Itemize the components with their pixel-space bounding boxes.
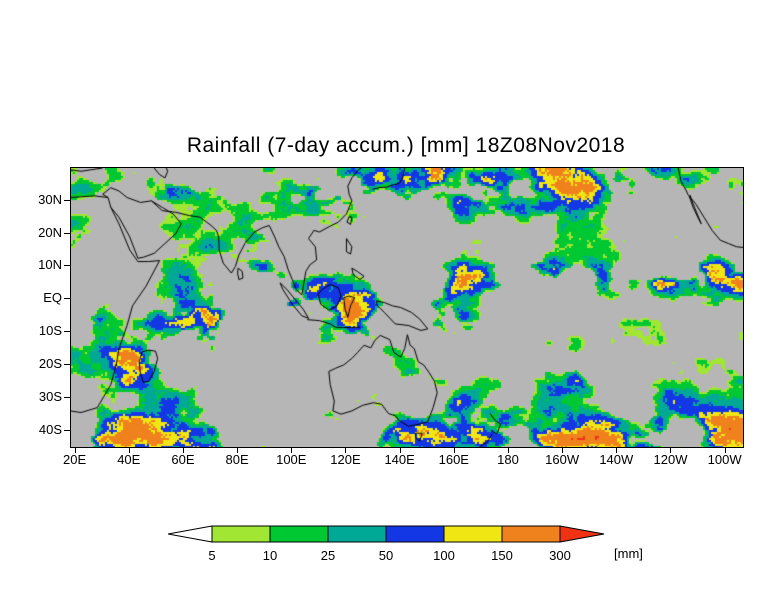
- colorbar-segment-50-100: [385, 525, 445, 543]
- lon-tick-mark: [128, 448, 130, 453]
- colorbar-level-label: 100: [433, 548, 455, 563]
- colorbar-level-label: 150: [491, 548, 513, 563]
- lat-tick-mark: [64, 429, 70, 431]
- colorbar-segment-25-50: [327, 525, 387, 543]
- lon-tick-mark: [507, 448, 509, 453]
- lat-tick-mark: [64, 298, 70, 300]
- lat-tick-label: EQ: [43, 290, 62, 306]
- rainfall-map-canvas: [71, 168, 743, 447]
- colorbar-segment-100-150: [443, 525, 503, 543]
- colorbar-arrow-above-300: [559, 525, 605, 543]
- lon-tick-label: 180: [497, 452, 519, 467]
- lat-tick-mark: [64, 199, 70, 201]
- colorbar-segment-150-300: [501, 525, 561, 543]
- colorbar-arrow-below-5: [167, 525, 213, 543]
- lat-tick-label: 40S: [38, 421, 62, 437]
- lat-tick-label: 10N: [38, 257, 62, 273]
- lat-tick-mark: [64, 331, 70, 333]
- lon-tick-label: 100E: [276, 452, 307, 467]
- lon-tick-mark: [616, 448, 618, 453]
- lon-tick-label: 160E: [438, 452, 469, 467]
- colorbar: 5 10 25 50 100 150 300: [167, 524, 618, 568]
- lon-tick-label: 80E: [225, 452, 249, 467]
- map-plot-area: [70, 167, 744, 448]
- lon-tick-mark: [453, 448, 455, 453]
- lat-tick-label: 10S: [38, 323, 62, 339]
- lon-tick-mark: [724, 448, 726, 453]
- lat-tick-mark: [64, 396, 70, 398]
- lat-tick-mark: [64, 232, 70, 234]
- lon-tick-label: 60E: [171, 452, 195, 467]
- colorbar-level-label: 300: [549, 548, 571, 563]
- lat-tick-label: 30S: [38, 388, 62, 404]
- lat-tick-mark: [64, 265, 70, 267]
- lon-tick-mark: [562, 448, 564, 453]
- lon-tick-label: 140E: [384, 452, 415, 467]
- lon-tick-label: 100W: [707, 452, 742, 467]
- colorbar-level-label: 10: [263, 548, 277, 563]
- lon-tick-mark: [291, 448, 293, 453]
- colorbar-segment-10-25: [269, 525, 329, 543]
- lat-tick-label: 20S: [38, 355, 62, 371]
- colorbar-svg: 5 10 25 50 100 150 300: [167, 525, 605, 563]
- colorbar-unit-label: [mm]: [614, 546, 643, 561]
- lon-tick-mark: [74, 448, 76, 453]
- lon-tick-label: 20E: [63, 452, 87, 467]
- lat-tick-label: 20N: [38, 224, 62, 240]
- lat-tick-mark: [64, 363, 70, 365]
- colorbar-level-label: 5: [208, 548, 215, 563]
- lon-tick-mark: [399, 448, 401, 453]
- colorbar-level-label: 25: [321, 548, 335, 563]
- lon-tick-mark: [237, 448, 239, 453]
- lon-tick-label: 40E: [117, 452, 141, 467]
- lon-tick-label: 120E: [330, 452, 361, 467]
- lon-tick-label: 140W: [599, 452, 634, 467]
- lon-tick-mark: [345, 448, 347, 453]
- lon-tick-label: 160W: [545, 452, 580, 467]
- lat-tick-label: 30N: [38, 191, 62, 207]
- lon-tick-label: 120W: [653, 452, 688, 467]
- colorbar-segment-5-10: [211, 525, 271, 543]
- lon-tick-mark: [670, 448, 672, 453]
- lon-tick-mark: [182, 448, 184, 453]
- chart-title: Rainfall (7-day accum.) [mm] 18Z08Nov201…: [186, 134, 626, 157]
- colorbar-level-label: 50: [379, 548, 393, 563]
